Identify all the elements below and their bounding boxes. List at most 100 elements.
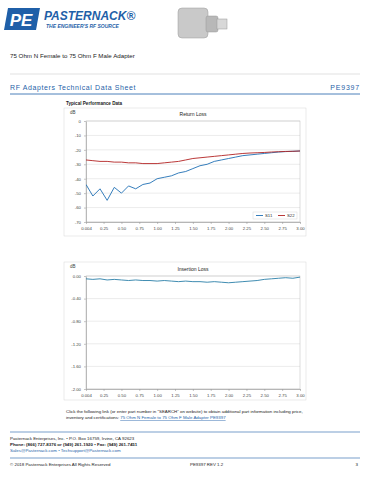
tick-label: -70 (75, 220, 82, 225)
tick-label: 0 (79, 119, 82, 124)
tick-mark (229, 389, 230, 391)
chart-frame (64, 108, 306, 236)
tick-mark (175, 389, 176, 391)
tick-label: 1.50 (189, 226, 198, 231)
tick-mark (84, 121, 86, 122)
tick-label: -20 (75, 148, 82, 153)
tick: -0.80 (71, 319, 86, 324)
plot-frame (86, 276, 300, 389)
grid-line (86, 164, 300, 165)
rule (10, 458, 360, 459)
rule (10, 94, 360, 95)
x-axis: 0.0040.250.500.751.001.251.501.752.002.2… (81, 222, 305, 231)
tick-label: 0.75 (136, 393, 145, 398)
grid-line (86, 366, 300, 367)
tick-label: 0.75 (136, 226, 145, 231)
tick-mark (84, 299, 86, 300)
tick: -0.40 (71, 296, 86, 301)
tick-label: -50 (75, 191, 82, 196)
tick-mark (84, 366, 86, 367)
tick: 1.75 (207, 389, 216, 398)
tick-mark (84, 389, 86, 390)
tick: 0.25 (100, 222, 109, 231)
tick: 1.25 (171, 389, 180, 398)
tick-mark (84, 135, 86, 136)
legend-swatch (256, 215, 263, 216)
footer-text: Pasternack Enterprises, Inc. • P.O. Box … (10, 436, 135, 441)
tick-label: -60 (75, 205, 82, 210)
tick: -1.20 (71, 342, 86, 347)
tick-mark (84, 222, 86, 223)
tick-mark (193, 389, 194, 391)
chart-title: Insertion Loss (177, 266, 209, 272)
tick-label: -1.60 (71, 364, 81, 369)
tick: 2.75 (278, 222, 287, 231)
tick-label: 1.00 (153, 393, 162, 398)
plot-area (86, 151, 300, 200)
tick-mark (229, 222, 230, 224)
tick-mark (121, 222, 122, 224)
tick-mark (211, 222, 212, 224)
tick-label: 0.004 (81, 393, 92, 398)
legend-label: S22 (287, 213, 295, 218)
grid (86, 121, 300, 222)
product-shape (217, 19, 227, 29)
doc-title: 75 Ohm N Female to 75 Ohm F Male Adapter (10, 52, 135, 59)
tick-mark (246, 389, 247, 391)
grid-line (86, 298, 300, 299)
y-axis: 0-10-20-30-40-50-60-70 (75, 119, 87, 225)
part-number: PE9397 (330, 84, 360, 91)
tick-label: 1.75 (207, 393, 216, 398)
grid (86, 276, 300, 389)
tick-mark (211, 389, 212, 391)
plot-area (86, 277, 300, 283)
tick: -2.00 (71, 387, 86, 392)
tick: 3.00 (296, 222, 305, 231)
tagline: THE ENGINEER'S RF SOURCE (46, 23, 120, 29)
tick: -50 (75, 191, 86, 196)
footer-text: PE9397 REV 1.2 (190, 462, 224, 467)
tick-mark (84, 321, 86, 322)
logo-box (4, 8, 40, 30)
tick: 1.00 (153, 222, 162, 231)
tick-mark (84, 276, 86, 277)
footer-text: Sales@Pasternack.com • Techsupport@Paste… (10, 448, 121, 453)
tick-mark (264, 389, 265, 391)
grid-line (86, 149, 300, 150)
tick: 2.50 (261, 222, 270, 231)
tick-mark (282, 222, 283, 224)
tick-mark (300, 389, 301, 391)
tick-label: -1.20 (71, 342, 81, 347)
legend-label: S11 (265, 213, 273, 218)
tick: 2.50 (261, 389, 270, 398)
tick-mark (175, 222, 176, 224)
tick-label: 2.50 (261, 226, 270, 231)
grid-line (86, 135, 300, 136)
tick-mark (264, 222, 265, 224)
tick-mark (104, 389, 105, 391)
tick-mark (157, 222, 158, 224)
tick: -1.60 (71, 364, 86, 369)
tick-label: 1.75 (207, 226, 216, 231)
series-line (86, 277, 300, 283)
tick-label: 0.25 (100, 393, 109, 398)
series-line (86, 151, 300, 164)
rule (10, 74, 360, 75)
note-text: Click the following link (or enter part … (66, 409, 303, 414)
tick: 2.00 (225, 222, 234, 231)
page: PEPASTERNACK®THE ENGINEER'S RF SOURCE75 … (0, 0, 370, 480)
tick-mark (84, 344, 86, 345)
tick-label: 1.25 (171, 226, 180, 231)
grid-line (86, 321, 300, 322)
tick-label: 2.50 (261, 393, 270, 398)
series-line (86, 151, 300, 200)
x-axis: 0.0040.250.500.751.001.251.501.752.002.2… (81, 389, 305, 398)
tick-label: -0.40 (71, 296, 81, 301)
tick-label: 0.25 (100, 226, 109, 231)
tick: 0.004 (81, 389, 92, 398)
tick-mark (139, 222, 140, 224)
product-shape (206, 16, 218, 32)
tick-label: -30 (75, 162, 82, 167)
product-image (178, 8, 227, 38)
tick: -20 (75, 148, 86, 153)
